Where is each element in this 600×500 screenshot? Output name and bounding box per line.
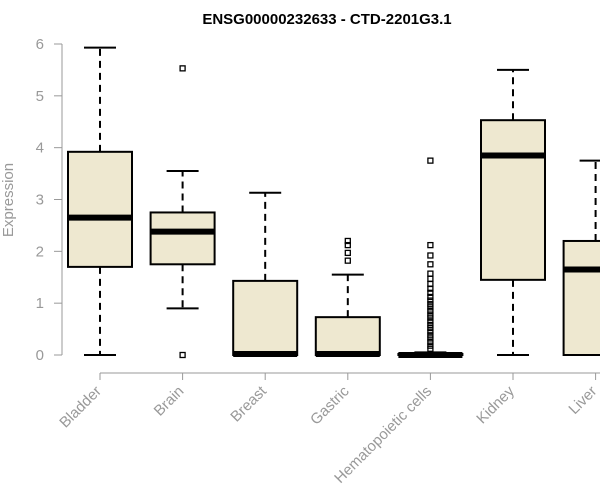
outlier-point — [427, 261, 434, 268]
box-iqr — [67, 150, 133, 268]
box-hematopoietic-cells — [397, 157, 464, 358]
x-tick-label: Gastric — [307, 382, 353, 428]
outlier-point — [427, 324, 434, 332]
box-brain — [149, 65, 216, 359]
outlier-point — [427, 157, 434, 164]
boxes-group — [67, 46, 600, 359]
x-tick-label: Breast — [227, 382, 270, 425]
outlier-point — [344, 257, 351, 264]
x-tick-label: Brain — [151, 383, 188, 420]
x-tick-label: Kidney — [473, 382, 518, 427]
box-iqr — [562, 239, 600, 356]
box-iqr — [314, 316, 381, 356]
outlier-point — [344, 237, 351, 245]
box-breast — [232, 191, 299, 357]
y-tick-label: 1 — [36, 295, 44, 312]
outlier-point — [427, 314, 434, 321]
outlier-point — [427, 304, 434, 311]
y-tick-label: 6 — [36, 36, 44, 53]
box-gastric — [314, 237, 381, 357]
box-iqr — [480, 119, 546, 281]
outlier-point — [427, 297, 434, 304]
chart-title: ENSG00000232633 - CTD-2201G3.1 — [202, 11, 451, 28]
outlier-point — [427, 270, 434, 277]
outlier-point — [179, 65, 186, 72]
y-axis: 0 1 2 3 4 5 6 — [36, 36, 63, 364]
y-tick-label: 0 — [36, 347, 44, 364]
x-tick-label: Bladder — [56, 383, 105, 432]
outlier-point — [427, 345, 434, 352]
y-tick-label: 4 — [36, 140, 44, 157]
box-iqr — [232, 279, 299, 356]
outlier-point — [427, 318, 434, 325]
box-kidney — [480, 68, 546, 356]
outlier-point — [344, 249, 351, 257]
outlier-point — [427, 252, 434, 259]
outlier-point — [427, 328, 434, 335]
y-tick-label: 2 — [36, 243, 44, 260]
y-axis-label: Expression — [0, 163, 17, 237]
outlier-point — [427, 293, 434, 301]
outlier-point — [427, 285, 434, 292]
outlier-point — [427, 275, 434, 282]
y-tick-label: 3 — [36, 192, 44, 209]
y-tick-label: 5 — [36, 88, 44, 105]
outlier-point — [427, 307, 434, 315]
outlier-point — [427, 241, 434, 249]
outlier-point — [427, 338, 434, 346]
outlier-point — [427, 289, 434, 296]
outlier-point — [427, 335, 434, 342]
x-tick-label: Liver — [565, 383, 600, 418]
outlier-point — [179, 351, 186, 359]
box-bladder — [67, 46, 133, 356]
outlier-point — [344, 241, 351, 249]
box-liver — [562, 159, 600, 356]
box-iqr — [149, 211, 216, 266]
